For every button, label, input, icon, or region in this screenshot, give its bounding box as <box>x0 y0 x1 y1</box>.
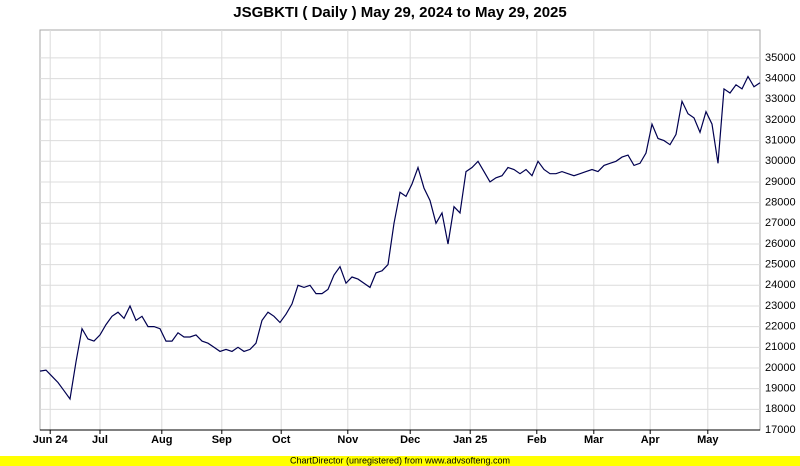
x-tick-label: Jan 25 <box>453 434 487 446</box>
y-tick-label: 17000 <box>765 424 796 436</box>
x-tick-label: Sep <box>212 434 232 446</box>
y-tick-label: 35000 <box>765 52 796 64</box>
y-tick-label: 27000 <box>765 217 796 229</box>
y-tick-label: 23000 <box>765 300 796 312</box>
y-tick-label: 34000 <box>765 72 796 84</box>
y-tick-label: 22000 <box>765 321 796 333</box>
y-tick-label: 30000 <box>765 155 796 167</box>
y-tick-label: 24000 <box>765 279 796 291</box>
y-tick-label: 20000 <box>765 362 796 374</box>
y-tick-label: 33000 <box>765 93 796 105</box>
y-tick-label: 25000 <box>765 259 796 271</box>
chart-title: JSGBKTI ( Daily ) May 29, 2024 to May 29… <box>233 4 567 21</box>
footer-bar <box>0 456 800 466</box>
y-tick-label: 31000 <box>765 135 796 147</box>
y-tick-label: 29000 <box>765 176 796 188</box>
x-tick-label: May <box>697 434 719 446</box>
x-tick-label: Feb <box>527 434 547 446</box>
x-tick-label: Mar <box>584 434 604 446</box>
x-tick-label: Dec <box>400 434 420 446</box>
y-tick-label: 28000 <box>765 197 796 209</box>
y-tick-label: 26000 <box>765 238 796 250</box>
x-tick-label: Jun 24 <box>33 434 69 446</box>
x-tick-label: Apr <box>641 434 661 446</box>
x-tick-label: Nov <box>337 434 359 446</box>
plot-frame <box>39 29 761 431</box>
footer: ChartDirector (unregistered) from www.ad… <box>290 455 510 465</box>
x-tick-label: Oct <box>272 434 291 446</box>
x-tick-label: Aug <box>151 434 172 446</box>
y-tick-label: 32000 <box>765 114 796 126</box>
y-tick-label: 21000 <box>765 341 796 353</box>
x-tick-label: Jul <box>92 434 108 446</box>
price-line <box>39 75 761 401</box>
y-tick-label: 19000 <box>765 383 796 395</box>
y-tick-label: 18000 <box>765 403 796 415</box>
